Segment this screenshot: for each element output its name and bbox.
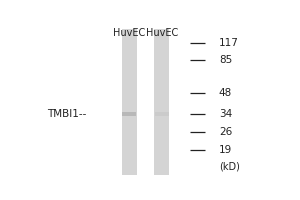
Text: 85: 85: [219, 55, 232, 65]
Text: TMBI1--: TMBI1--: [47, 109, 86, 119]
Bar: [122, 29, 137, 175]
Text: 26: 26: [219, 127, 232, 137]
Text: HuvEC: HuvEC: [113, 28, 146, 38]
Text: 19: 19: [219, 145, 232, 155]
Text: 34: 34: [219, 109, 232, 119]
Text: 117: 117: [219, 38, 239, 48]
Bar: [154, 29, 170, 175]
Bar: [122, 112, 136, 116]
Text: 48: 48: [219, 88, 232, 98]
Bar: [155, 112, 169, 116]
Text: (kD): (kD): [219, 161, 240, 171]
Text: HuvEC: HuvEC: [146, 28, 178, 38]
